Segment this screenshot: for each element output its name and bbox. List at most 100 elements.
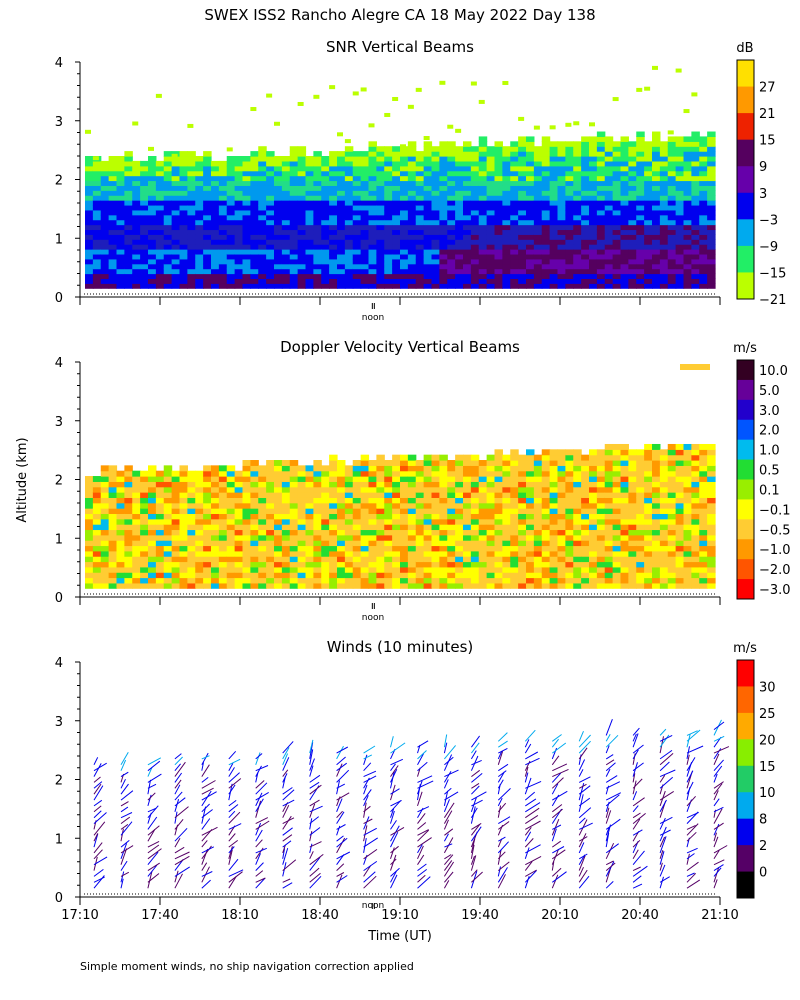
snr-cell — [242, 165, 251, 172]
snr-cell — [573, 229, 582, 235]
snr-cell — [258, 175, 267, 182]
doppler-cell — [510, 556, 519, 563]
doppler-cell — [431, 577, 440, 584]
snr-cell — [573, 244, 582, 250]
snr-cell — [596, 224, 606, 231]
snr-cell — [344, 239, 354, 245]
wind-barb — [659, 734, 670, 748]
doppler-cell — [644, 556, 653, 563]
snr-cell — [297, 165, 307, 172]
snr-cell — [92, 190, 102, 196]
doppler-cell — [344, 476, 354, 482]
snr-cell — [439, 258, 448, 265]
snr-cell — [360, 229, 370, 235]
doppler-cell — [518, 556, 527, 563]
snr-cell — [337, 234, 346, 240]
snr-cell — [557, 278, 566, 284]
wind-barb — [174, 846, 185, 854]
snr-cell — [691, 224, 700, 231]
doppler-cell — [604, 449, 614, 456]
snr-cell — [478, 180, 488, 186]
snr-cell — [203, 175, 212, 182]
snr-cell — [313, 190, 322, 196]
doppler-cell — [384, 566, 393, 573]
doppler-cell — [274, 566, 283, 573]
snr-cell — [116, 253, 125, 260]
snr-speckle — [447, 124, 454, 129]
snr-cell — [242, 175, 251, 182]
snr-cell — [541, 258, 551, 265]
doppler-cell — [589, 582, 598, 589]
snr-cell — [242, 239, 251, 245]
snr-cell — [431, 200, 440, 206]
snr-cell — [620, 170, 629, 177]
doppler-cell — [533, 497, 543, 504]
doppler-cell — [415, 470, 425, 477]
doppler-cell — [234, 518, 244, 525]
doppler-cell — [526, 556, 535, 563]
wind-barb — [147, 792, 156, 801]
snr-cell — [211, 263, 220, 270]
doppler-cell — [707, 561, 716, 568]
doppler-cell — [596, 508, 606, 515]
snr-cell — [565, 185, 574, 191]
doppler-cell — [400, 556, 409, 563]
doppler-cell — [132, 524, 141, 531]
doppler-cell — [179, 577, 188, 584]
snr-cell — [407, 239, 417, 245]
doppler-cell — [541, 465, 551, 472]
wind-barb — [417, 813, 426, 824]
snr-cell — [589, 219, 598, 226]
doppler-cell — [289, 556, 299, 563]
doppler-cell — [179, 572, 188, 579]
doppler-cell — [486, 566, 496, 573]
snr-cell — [470, 146, 480, 152]
doppler-cell — [463, 561, 472, 568]
snr-cell — [478, 151, 488, 157]
doppler-cell — [344, 572, 354, 579]
doppler-cell — [518, 566, 527, 573]
snr-cell — [100, 229, 110, 235]
snr-cell — [313, 244, 322, 250]
doppler-cell — [644, 524, 653, 531]
snr-cell — [352, 175, 362, 182]
snr-cell — [573, 263, 582, 270]
snr-cell — [163, 224, 173, 231]
doppler-cell — [659, 534, 669, 541]
snr-cell — [344, 204, 354, 211]
snr-cell — [683, 258, 692, 265]
doppler-cell — [699, 577, 708, 584]
snr-cell — [573, 214, 582, 221]
snr-cell — [100, 160, 110, 167]
doppler-cell — [423, 545, 433, 552]
snr-cell — [533, 283, 543, 289]
doppler-cell — [85, 486, 94, 493]
wind-barb — [309, 843, 313, 854]
doppler-cell — [234, 545, 244, 552]
wind-barb — [93, 757, 99, 766]
snr-cell — [384, 263, 393, 270]
snr-cell — [659, 234, 669, 240]
doppler-cell — [116, 545, 125, 552]
wind-barb — [93, 776, 101, 783]
snr-cell — [447, 180, 456, 186]
doppler-cell — [368, 524, 377, 531]
snr-cell — [628, 165, 637, 172]
doppler-cell — [533, 465, 543, 472]
doppler-cell — [573, 449, 582, 456]
doppler-cell — [667, 561, 677, 568]
wind-barb — [443, 790, 449, 807]
doppler-cell — [297, 508, 307, 515]
doppler-cell — [683, 492, 692, 498]
doppler-cell — [195, 476, 204, 482]
doppler-cell — [203, 524, 212, 531]
snr-cell — [604, 204, 614, 211]
doppler-cell — [211, 556, 220, 563]
snr-cell — [108, 156, 118, 162]
doppler-cell — [510, 534, 519, 541]
snr-cell — [179, 175, 188, 182]
doppler-cell — [321, 465, 330, 472]
snr-cell — [266, 160, 275, 167]
snr-cell — [250, 229, 259, 235]
doppler-cell — [352, 524, 362, 531]
